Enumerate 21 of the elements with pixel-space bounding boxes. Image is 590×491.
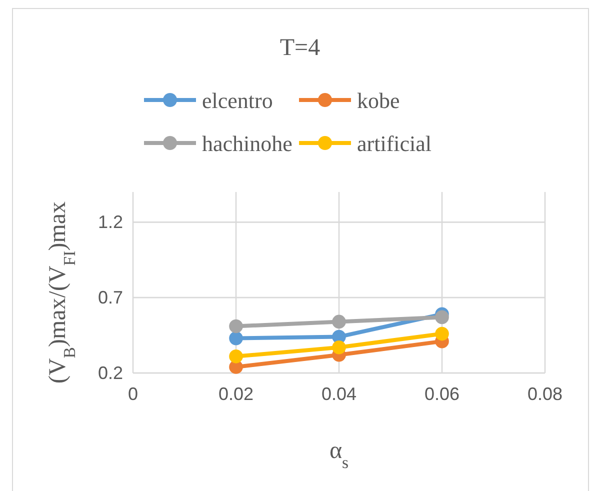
legend-label: artificial (357, 131, 432, 156)
x-tick-label: 0 (128, 384, 138, 404)
chart-title: T=4 (280, 35, 320, 61)
legend-label: elcentro (202, 88, 273, 113)
point (229, 331, 243, 346)
legend-label: kobe (357, 88, 400, 113)
point (332, 314, 346, 329)
point (229, 319, 243, 334)
x-axis-title: α$_{s}$ (329, 438, 349, 472)
point (435, 326, 449, 341)
y-tick-label: 1.2 (98, 212, 123, 232)
legend-label: hachinohe (202, 131, 292, 156)
point (229, 350, 243, 364)
x-tick-label: 0.04 (321, 384, 357, 404)
y-tick-label: 0.2 (98, 362, 123, 383)
point (332, 340, 346, 354)
point (435, 310, 449, 324)
x-tick-label: 0.02 (218, 384, 254, 404)
x-tick-label: 0.06 (424, 384, 460, 404)
x-tick-label: 0.08 (527, 384, 563, 404)
y-tick-label: 0.7 (98, 287, 123, 308)
